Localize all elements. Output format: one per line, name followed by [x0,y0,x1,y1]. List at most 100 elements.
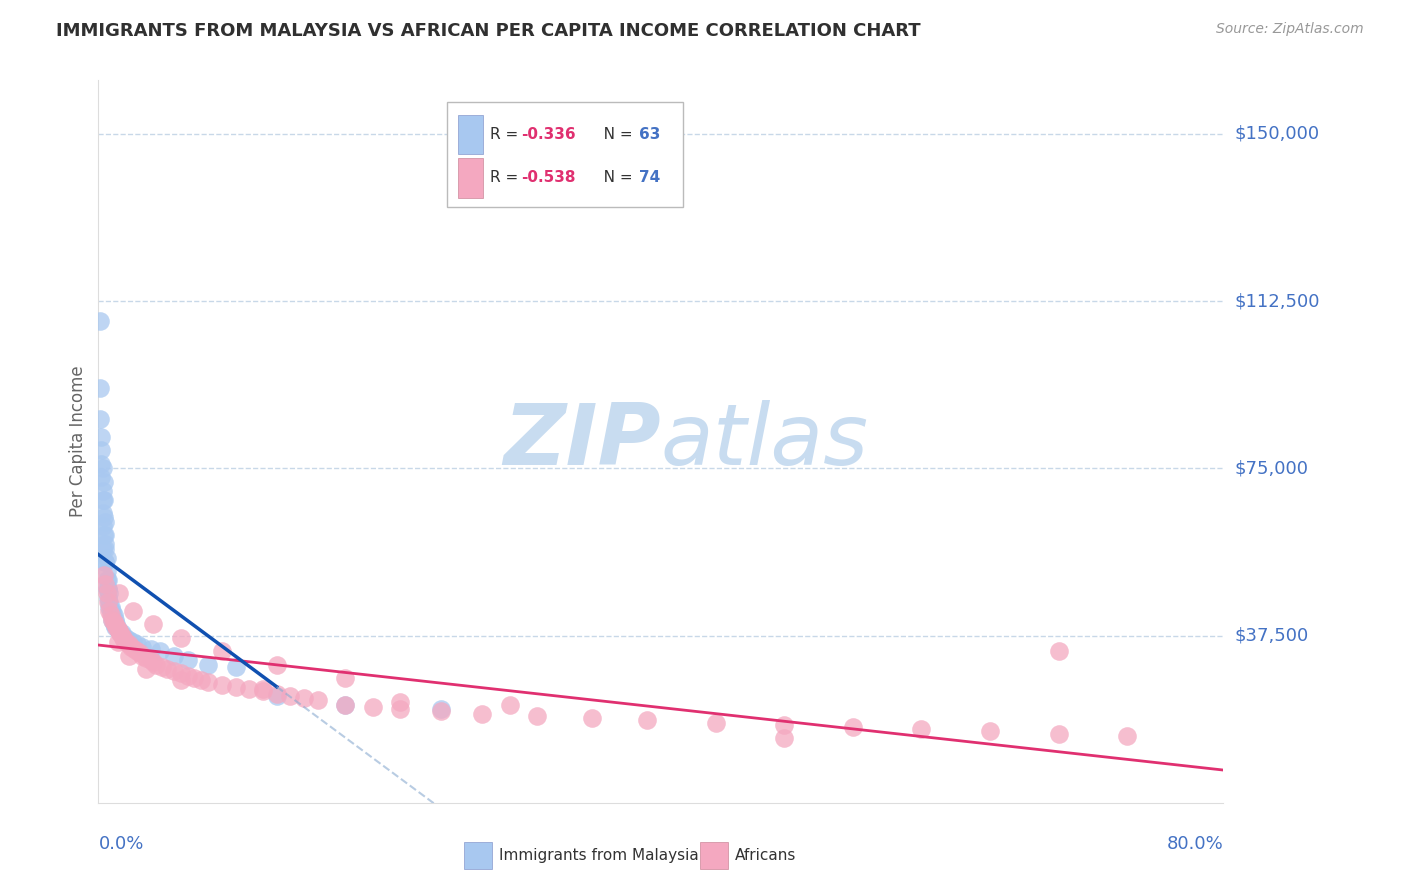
Point [97,591,120,605]
Point [107,622,129,636]
Point [96,582,118,596]
Point [97,595,120,609]
Point [252,681,274,696]
Text: $150,000: $150,000 [1234,125,1319,143]
FancyBboxPatch shape [464,842,492,870]
Point [101,613,124,627]
Point [252,684,274,698]
Point [91,519,114,533]
Text: Immigrants from Malaysia: Immigrants from Malaysia [499,848,699,863]
Point [91,483,114,498]
Point [773,731,796,746]
Point [97,582,120,596]
Text: 63: 63 [640,127,661,142]
Point [128,646,150,660]
Point [96,573,118,587]
Point [117,648,139,663]
Point [89,381,111,395]
Point [121,604,143,618]
Point [112,631,135,645]
Text: R =: R = [489,127,523,142]
FancyBboxPatch shape [458,114,484,154]
Point [526,708,548,723]
Point [110,626,132,640]
Point [103,617,125,632]
Text: -0.336: -0.336 [522,127,576,142]
Point [1047,644,1070,658]
Point [135,662,157,676]
Point [211,644,233,658]
Point [94,528,117,542]
Point [89,412,111,426]
Point [98,599,121,614]
Text: N =: N = [589,127,637,142]
Point [139,642,162,657]
Point [111,626,134,640]
Point [176,669,198,683]
Point [430,705,453,719]
Point [131,648,153,663]
Point [170,666,193,681]
Point [103,615,125,630]
Point [104,617,127,632]
Point [94,515,117,529]
Point [122,642,145,657]
Text: $112,500: $112,500 [1234,292,1320,310]
Point [112,628,135,642]
Text: IMMIGRANTS FROM MALAYSIA VS AFRICAN PER CAPITA INCOME CORRELATION CHART: IMMIGRANTS FROM MALAYSIA VS AFRICAN PER … [56,22,921,40]
Text: -0.538: -0.538 [522,170,576,186]
Point [93,568,115,582]
Point [90,430,112,444]
Point [910,723,932,737]
Point [104,619,127,633]
Text: $75,000: $75,000 [1234,459,1309,477]
Point [292,690,315,705]
Text: N =: N = [589,170,637,186]
Point [142,617,165,632]
Point [581,711,603,725]
FancyBboxPatch shape [458,158,484,198]
Text: 80.0%: 80.0% [1167,835,1223,854]
Point [91,461,114,475]
Text: $37,500: $37,500 [1234,626,1309,645]
Point [98,586,121,600]
Point [979,724,1001,739]
Point [266,689,288,703]
Point [307,693,329,707]
Point [389,696,412,710]
Point [125,637,148,651]
Point [93,510,115,524]
Point [94,541,117,556]
Point [110,626,132,640]
Point [100,604,122,618]
Point [335,698,357,712]
Point [190,673,212,688]
Point [104,613,127,627]
Point [117,637,139,651]
Point [150,660,173,674]
Point [163,648,186,663]
Point [170,673,193,688]
FancyBboxPatch shape [447,102,683,207]
Point [121,635,143,649]
Point [105,617,128,632]
Point [107,622,129,636]
Point [149,644,172,658]
Point [93,492,115,507]
Point [96,550,118,565]
FancyBboxPatch shape [700,842,728,870]
Text: atlas: atlas [661,400,869,483]
Point [90,457,112,471]
Point [100,599,122,614]
Point [89,314,111,328]
Point [94,577,117,591]
Point [125,644,148,658]
Point [636,714,658,728]
Point [335,698,357,712]
Point [197,675,219,690]
Point [94,537,117,551]
Point [142,655,165,669]
Point [120,640,142,654]
Point [93,475,115,489]
Text: Africans: Africans [735,848,796,863]
